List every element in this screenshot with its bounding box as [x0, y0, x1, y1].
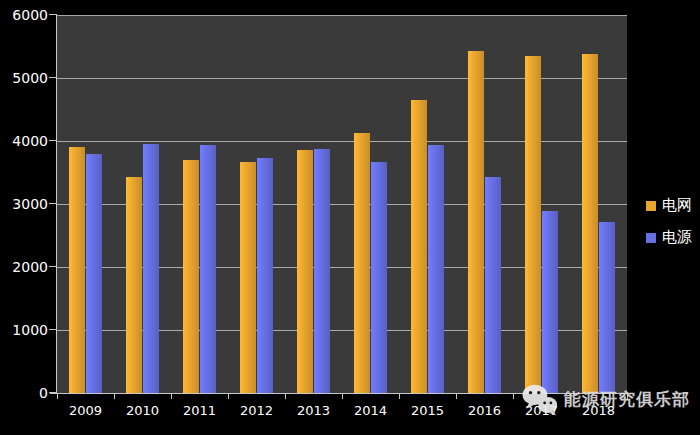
- bar-电源-2017: [542, 211, 558, 393]
- bar-group-2014: [342, 15, 399, 393]
- x-tick-5: [342, 394, 343, 399]
- legend-swatch-电源: [646, 233, 656, 243]
- x-tick-2: [171, 394, 172, 399]
- x-tick-1: [114, 394, 115, 399]
- x-tick-3: [228, 394, 229, 399]
- bar-电网-2014: [354, 133, 370, 393]
- bar-group-2018: [570, 15, 627, 393]
- bar-group-2009: [57, 15, 114, 393]
- watermark: 能源研究俱乐部: [521, 383, 690, 416]
- bar-电网-2011: [183, 160, 199, 393]
- y-tick-6000: [49, 14, 57, 15]
- bar-电网-2010: [126, 177, 142, 393]
- bar-电源-2016: [485, 177, 501, 393]
- x-axis-label-2015: 2015: [399, 403, 456, 418]
- bar-group-2017: [513, 15, 570, 393]
- bar-电网-2016: [468, 51, 484, 393]
- bar-电网-2017: [525, 56, 541, 393]
- y-axis-label-6000: 6000: [0, 7, 48, 23]
- bar-电源-2014: [371, 162, 387, 393]
- y-axis-label-0: 0: [0, 385, 48, 401]
- x-axis-label-2012: 2012: [228, 403, 285, 418]
- y-axis-label-4000: 4000: [0, 133, 48, 149]
- x-tick-7: [456, 394, 457, 399]
- x-axis-label-2010: 2010: [114, 403, 171, 418]
- bar-group-2011: [171, 15, 228, 393]
- legend-label-电网: 电网: [662, 196, 692, 215]
- y-tick-3000: [49, 203, 57, 204]
- bar-电网-2018: [582, 54, 598, 393]
- x-axis-label-2014: 2014: [342, 403, 399, 418]
- y-axis-label-3000: 3000: [0, 196, 48, 212]
- y-tick-4000: [49, 140, 57, 141]
- bar-电网-2015: [411, 100, 427, 393]
- plot-area: [57, 15, 627, 393]
- legend-label-电源: 电源: [662, 228, 692, 247]
- x-axis-label-2016: 2016: [456, 403, 513, 418]
- legend-item-电网: 电网: [646, 196, 692, 215]
- x-tick-0: [57, 394, 58, 399]
- y-tick-0: [49, 392, 57, 393]
- x-tick-4: [285, 394, 286, 399]
- y-axis-label-2000: 2000: [0, 259, 48, 275]
- bar-电源-2009: [86, 154, 102, 393]
- wechat-icon: [521, 383, 558, 416]
- x-tick-8: [513, 394, 514, 399]
- legend-item-电源: 电源: [646, 228, 692, 247]
- watermark-text: 能源研究俱乐部: [564, 388, 690, 411]
- y-axis-label-5000: 5000: [0, 70, 48, 86]
- y-axis-line: [56, 15, 57, 394]
- y-tick-1000: [49, 329, 57, 330]
- bar-group-2010: [114, 15, 171, 393]
- bar-group-2015: [399, 15, 456, 393]
- bar-电网-2012: [240, 162, 256, 393]
- legend: 电网电源: [646, 196, 692, 260]
- x-axis-label-2009: 2009: [57, 403, 114, 418]
- bar-group-2013: [285, 15, 342, 393]
- legend-swatch-电网: [646, 201, 656, 211]
- bar-电网-2009: [69, 147, 85, 393]
- x-tick-6: [399, 394, 400, 399]
- y-axis-label-1000: 1000: [0, 322, 48, 338]
- bar-电源-2015: [428, 145, 444, 393]
- bar-电源-2018: [599, 222, 615, 393]
- bar-电源-2010: [143, 144, 159, 393]
- x-axis-label-2011: 2011: [171, 403, 228, 418]
- bar-group-2012: [228, 15, 285, 393]
- bar-电源-2012: [257, 158, 273, 393]
- y-tick-5000: [49, 77, 57, 78]
- bar-电网-2013: [297, 150, 313, 393]
- chart-canvas: 0100020003000400050006000 20092010201120…: [0, 0, 700, 435]
- bar-电源-2011: [200, 145, 216, 393]
- x-axis-label-2013: 2013: [285, 403, 342, 418]
- y-tick-2000: [49, 266, 57, 267]
- bar-电源-2013: [314, 149, 330, 393]
- bar-group-2016: [456, 15, 513, 393]
